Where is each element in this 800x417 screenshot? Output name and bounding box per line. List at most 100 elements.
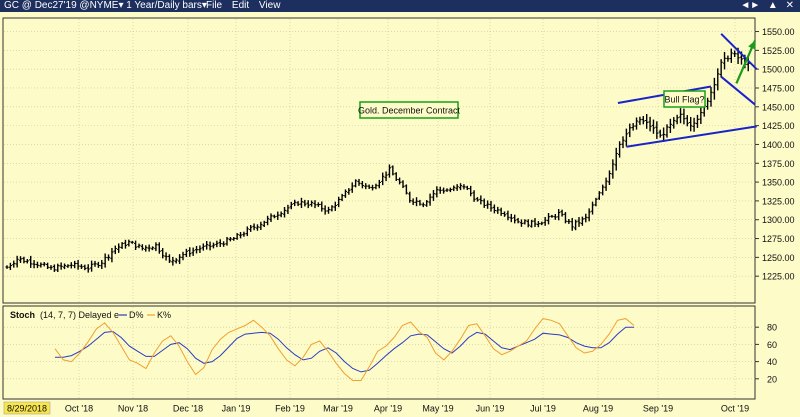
price-bar xyxy=(161,248,165,259)
month-label: Aug '19 xyxy=(583,404,613,414)
price-bar xyxy=(205,241,209,250)
price-bar xyxy=(475,197,480,202)
chart-canvas: 1550.00 1525.00 1500.00 1475.00 1450.00 1425.… xyxy=(0,12,800,417)
price-bar xyxy=(597,191,601,200)
price-bar xyxy=(276,211,280,220)
price-bar xyxy=(523,219,527,225)
price-bar xyxy=(408,191,412,203)
price-bar xyxy=(42,262,46,267)
price-bar xyxy=(469,185,473,197)
price-bar xyxy=(563,212,568,224)
legend-d-label: D% xyxy=(129,310,144,320)
contract-label-box xyxy=(359,101,459,119)
price-bar xyxy=(370,184,375,191)
stoch-series-k xyxy=(54,318,635,381)
price-bar xyxy=(492,204,496,214)
price-bar xyxy=(127,239,131,247)
close-icon[interactable]: ✕ xyxy=(785,0,794,11)
price-bar xyxy=(401,180,405,189)
price-panel-frame xyxy=(2,17,756,304)
price-tick-label: 1475.00 xyxy=(762,83,795,93)
stoch-tick-label: 80 xyxy=(767,323,777,333)
price-bar xyxy=(340,193,344,202)
price-bar xyxy=(29,255,33,268)
price-bar xyxy=(458,183,463,191)
price-bar xyxy=(299,197,304,209)
price-bar xyxy=(570,217,574,231)
price-bar xyxy=(5,265,9,269)
price-bar xyxy=(354,179,358,188)
price-tick-label: 1500.00 xyxy=(762,65,795,75)
price-bar xyxy=(211,242,216,249)
price-bar xyxy=(557,209,561,221)
price-bar xyxy=(343,189,348,198)
price-bar xyxy=(337,196,341,208)
price-bars xyxy=(5,47,750,273)
month-label: Nov '18 xyxy=(118,404,148,414)
price-axis: 1550.00 1525.00 1500.00 1475.00 1450.00 1425.… xyxy=(755,27,795,282)
price-bar xyxy=(540,221,544,226)
price-bar xyxy=(293,199,297,207)
price-tick-label: 1225.00 xyxy=(762,272,795,282)
month-label: Oct '19 xyxy=(721,404,749,414)
price-bar xyxy=(330,205,334,212)
price-bar xyxy=(499,207,503,216)
month-label: Feb '19 xyxy=(275,404,305,414)
price-bar xyxy=(188,247,192,257)
price-bar xyxy=(262,220,266,228)
price-tick-label: 1375.00 xyxy=(762,159,795,169)
price-bar xyxy=(269,213,273,222)
price-bar xyxy=(144,245,148,252)
menu-view[interactable]: View xyxy=(258,0,281,11)
price-bar xyxy=(191,247,195,256)
price-bar xyxy=(184,248,188,258)
price-bar xyxy=(438,186,442,194)
price-bar xyxy=(516,217,520,224)
price-bar xyxy=(550,214,554,218)
price-bar xyxy=(431,189,436,201)
price-bar xyxy=(462,184,466,190)
menu-file[interactable]: File xyxy=(206,0,223,11)
price-bar xyxy=(482,198,486,208)
price-bar xyxy=(543,216,547,226)
price-bar xyxy=(648,116,652,132)
price-bar xyxy=(560,209,564,217)
price-bar xyxy=(526,219,530,228)
menu-bar: File Edit View xyxy=(206,0,287,12)
price-bar xyxy=(279,211,283,218)
price-bar xyxy=(245,226,249,237)
price-bar xyxy=(364,183,368,190)
price-tick-label: 1250.00 xyxy=(762,253,795,263)
price-bar xyxy=(509,213,513,223)
price-tick-label: 1425.00 xyxy=(762,121,795,131)
price-bar xyxy=(218,239,222,247)
arrows-icon[interactable]: ◄► xyxy=(740,0,761,11)
maximize-icon[interactable]: ▲ xyxy=(767,0,778,11)
price-bar xyxy=(350,182,354,193)
price-bar xyxy=(692,117,696,132)
price-bar xyxy=(452,185,456,192)
price-bar xyxy=(147,244,151,252)
price-bar xyxy=(668,118,672,133)
price-bar xyxy=(655,121,659,139)
price-bar xyxy=(479,195,483,205)
price-bar xyxy=(587,208,591,222)
price-bar xyxy=(198,245,202,253)
price-bar xyxy=(296,201,300,206)
price-bar xyxy=(235,233,239,240)
price-bar xyxy=(658,129,662,138)
price-bar xyxy=(611,159,615,179)
price-bar xyxy=(303,199,307,207)
price-bar xyxy=(249,224,253,232)
price-bar xyxy=(689,116,693,132)
price-bar xyxy=(35,261,40,269)
month-label: Jun '19 xyxy=(476,404,505,414)
price-bar xyxy=(621,136,625,149)
price-bar xyxy=(678,108,683,124)
price-bar xyxy=(634,117,639,130)
menu-edit[interactable]: Edit xyxy=(231,0,250,11)
price-bar xyxy=(607,170,612,185)
chart-title-text[interactable]: GC @ Dec27'19 @NYME▾ 1 Year/Daily bars▾ xyxy=(4,0,207,11)
price-bar xyxy=(49,265,53,270)
price-bar xyxy=(675,114,679,125)
